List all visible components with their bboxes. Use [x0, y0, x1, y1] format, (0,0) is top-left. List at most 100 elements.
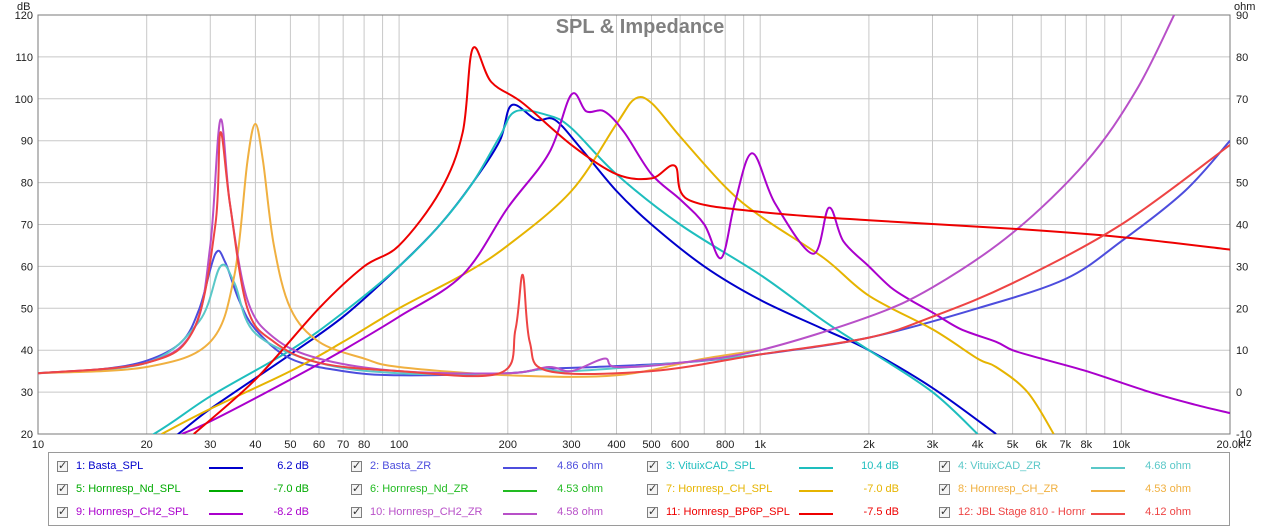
y-tick-label-left: 80	[21, 178, 33, 190]
x-tick-label: 20.0k	[1217, 439, 1244, 451]
legend-line-swatch	[503, 467, 537, 469]
y-tick-label-left: 90	[21, 136, 33, 148]
legend-label: 8: Hornresp_CH_ZR	[958, 483, 1059, 495]
y-tick-label-left: 50	[21, 303, 33, 315]
legend-checkbox[interactable]	[647, 505, 658, 518]
legend-line-swatch	[1091, 490, 1125, 492]
legend-item: 8: Hornresp_CH_ZR 4.53 ohm	[939, 479, 1209, 501]
y-tick-label-left: 120	[15, 10, 33, 22]
legend-label: 3: VituixCAD_SPL	[666, 460, 756, 472]
y-tick-label-right: 30	[1236, 261, 1248, 273]
x-tick-label: 300	[562, 439, 580, 451]
y-tick-label-right: 80	[1236, 52, 1248, 64]
legend: 1: Basta_SPL 6.2 dB 2: Basta_ZR 4.86 ohm 3: …	[48, 452, 1230, 526]
legend-value: 4.86 ohm	[557, 460, 603, 472]
y-tick-label-left: 60	[21, 261, 33, 273]
right-axis-unit: ohm	[1234, 1, 1255, 13]
x-tick-label: 2k	[863, 439, 875, 451]
legend-item: 9: Hornresp_CH2_SPL -8.2 dB	[57, 502, 327, 524]
series-line-7	[161, 95, 1055, 434]
legend-checkbox[interactable]	[57, 505, 68, 518]
legend-label: 5: Hornresp_Nd_SPL	[76, 483, 181, 495]
legend-checkbox[interactable]	[57, 482, 68, 495]
legend-checkbox[interactable]	[351, 482, 362, 495]
legend-line-swatch	[209, 490, 243, 492]
legend-label: 7: Hornresp_CH_SPL	[666, 483, 773, 495]
legend-checkbox[interactable]	[57, 459, 68, 472]
y-tick-label-right: 20	[1236, 303, 1248, 315]
axis-ticks: 10 20 30 40 50 60 70 80 100 200 300 400 500 600 800 1k 2…	[15, 10, 1252, 451]
x-tick-label: 40	[249, 439, 261, 451]
legend-line-swatch	[1091, 513, 1125, 515]
spl-impedance-chart: SPL & Impedance dB ohm Hz 10 20 30 40 50 60 70…	[15, 1, 1256, 451]
legend-line-swatch	[209, 467, 243, 469]
legend-value: 4.68 ohm	[1145, 460, 1191, 472]
x-tick-label: 80	[358, 439, 370, 451]
legend-line-swatch	[1091, 467, 1125, 469]
y-tick-label-left: 30	[21, 387, 33, 399]
x-tick-label: 60	[313, 439, 325, 451]
series-line-12	[38, 131, 1230, 378]
x-tick-label: 1k	[754, 439, 766, 451]
legend-checkbox[interactable]	[939, 459, 950, 472]
x-tick-label: 5k	[1007, 439, 1019, 451]
x-tick-label: 8k	[1080, 439, 1092, 451]
legend-value: 4.53 ohm	[1145, 483, 1191, 495]
x-tick-label: 4k	[972, 439, 984, 451]
legend-item: 2: Basta_ZR 4.86 ohm	[351, 456, 621, 478]
y-tick-label-right: 70	[1236, 94, 1248, 106]
grid	[38, 15, 1230, 434]
y-tick-label-right: 50	[1236, 178, 1248, 190]
series-line-9	[181, 92, 1230, 434]
y-tick-label-right: -10	[1236, 429, 1252, 441]
y-tick-label-left: 110	[15, 52, 33, 64]
x-axis-unit: Hz	[1238, 437, 1251, 449]
y-tick-label-right: 40	[1236, 220, 1248, 232]
legend-value: -7.5 dB	[863, 506, 899, 518]
x-tick-label: 100	[390, 439, 408, 451]
legend-checkbox[interactable]	[647, 459, 658, 472]
y-tick-label-left: 20	[21, 429, 33, 441]
legend-label: 11: Hornresp_BP6P_SPL	[666, 506, 790, 518]
legend-value: 10.4 dB	[861, 460, 899, 472]
legend-item: 12: JBL Stage 810 - Hornre 4.12 ohm	[939, 502, 1209, 524]
legend-value: 6.2 dB	[277, 460, 309, 472]
x-tick-label: 600	[671, 439, 689, 451]
legend-item: 7: Hornresp_CH_SPL -7.0 dB	[647, 479, 917, 501]
legend-line-swatch	[503, 513, 537, 515]
x-tick-label: 3k	[927, 439, 939, 451]
y-tick-label-right: 0	[1236, 387, 1242, 399]
legend-checkbox[interactable]	[351, 459, 362, 472]
legend-label: 12: JBL Stage 810 - Hornre	[958, 506, 1086, 518]
legend-label: 4: VituixCAD_ZR	[958, 460, 1041, 472]
legend-checkbox[interactable]	[939, 482, 950, 495]
y-tick-label-right: 60	[1236, 136, 1248, 148]
series-line-11	[193, 46, 1230, 434]
plot-border	[37, 14, 1231, 435]
x-tick-label: 200	[499, 439, 517, 451]
series-line-8	[38, 122, 761, 378]
x-tick-label: 10	[32, 439, 44, 451]
x-tick-label: 7k	[1060, 439, 1072, 451]
legend-item: 3: VituixCAD_SPL 10.4 dB	[647, 456, 917, 478]
x-tick-label: 800	[716, 439, 734, 451]
series-line-3	[151, 109, 979, 434]
y-tick-label-right: 10	[1236, 345, 1248, 357]
legend-checkbox[interactable]	[939, 505, 950, 518]
legend-value: -7.0 dB	[273, 483, 309, 495]
legend-item: 11: Hornresp_BP6P_SPL -7.5 dB	[647, 502, 917, 524]
legend-value: -8.2 dB	[273, 506, 309, 518]
legend-item: 6: Hornresp_Nd_ZR 4.53 ohm	[351, 479, 621, 501]
legend-checkbox[interactable]	[647, 482, 658, 495]
legend-label: 6: Hornresp_Nd_ZR	[370, 483, 469, 495]
legend-checkbox[interactable]	[351, 505, 362, 518]
legend-label: 10: Hornresp_CH2_ZR	[370, 506, 483, 518]
legend-line-swatch	[209, 513, 243, 515]
series-line-10	[38, 15, 1175, 375]
legend-value: -7.0 dB	[863, 483, 899, 495]
legend-item: 5: Hornresp_Nd_SPL -7.0 dB	[57, 479, 327, 501]
legend-value: 4.53 ohm	[557, 483, 603, 495]
legend-item: 10: Hornresp_CH2_ZR 4.58 ohm	[351, 502, 621, 524]
x-tick-label: 50	[284, 439, 296, 451]
legend-line-swatch	[799, 490, 833, 492]
